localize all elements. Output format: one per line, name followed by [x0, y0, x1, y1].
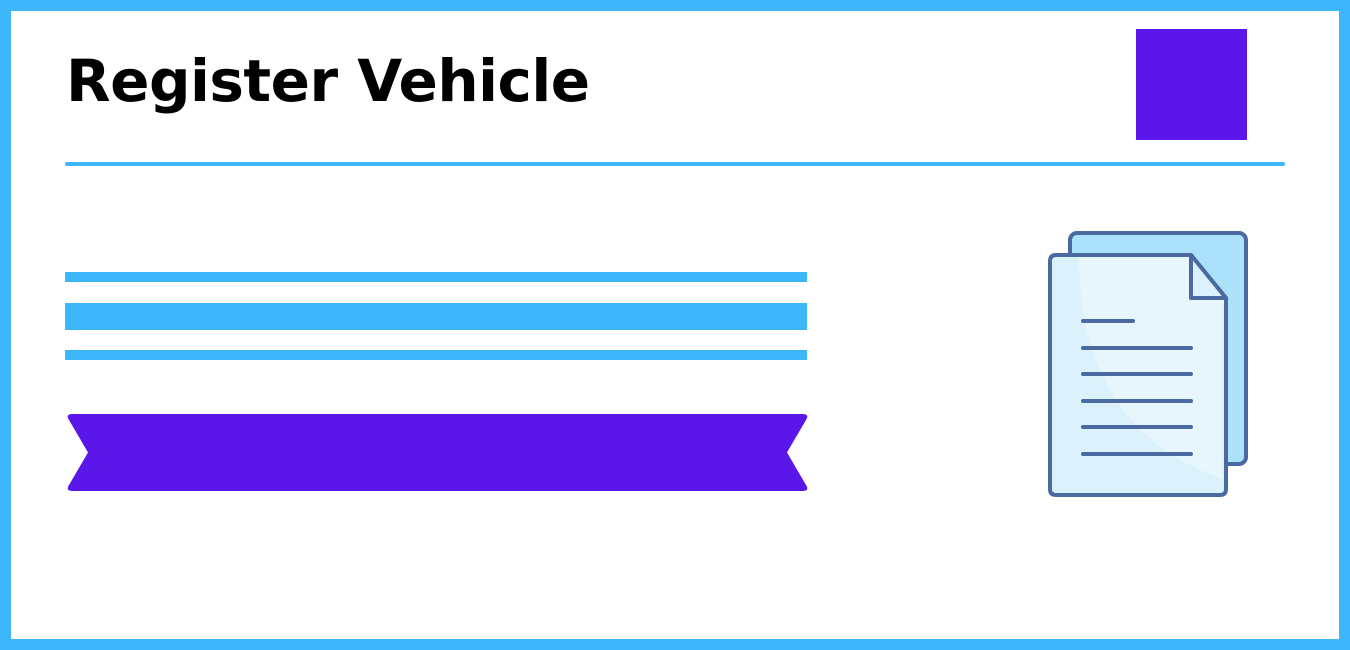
documents-icon: [1048, 231, 1248, 497]
decorative-stripe-thick: [65, 303, 807, 330]
page-title: Register Vehicle: [66, 47, 590, 115]
ribbon-shape: [67, 414, 808, 491]
ribbon-banner: [67, 414, 808, 491]
folded-corner: [1189, 253, 1228, 300]
accent-square: [1136, 29, 1247, 140]
decorative-stripe-thin-top: [65, 272, 807, 282]
decorative-stripe-thin-bottom: [65, 350, 807, 360]
header-divider: [65, 162, 1285, 166]
